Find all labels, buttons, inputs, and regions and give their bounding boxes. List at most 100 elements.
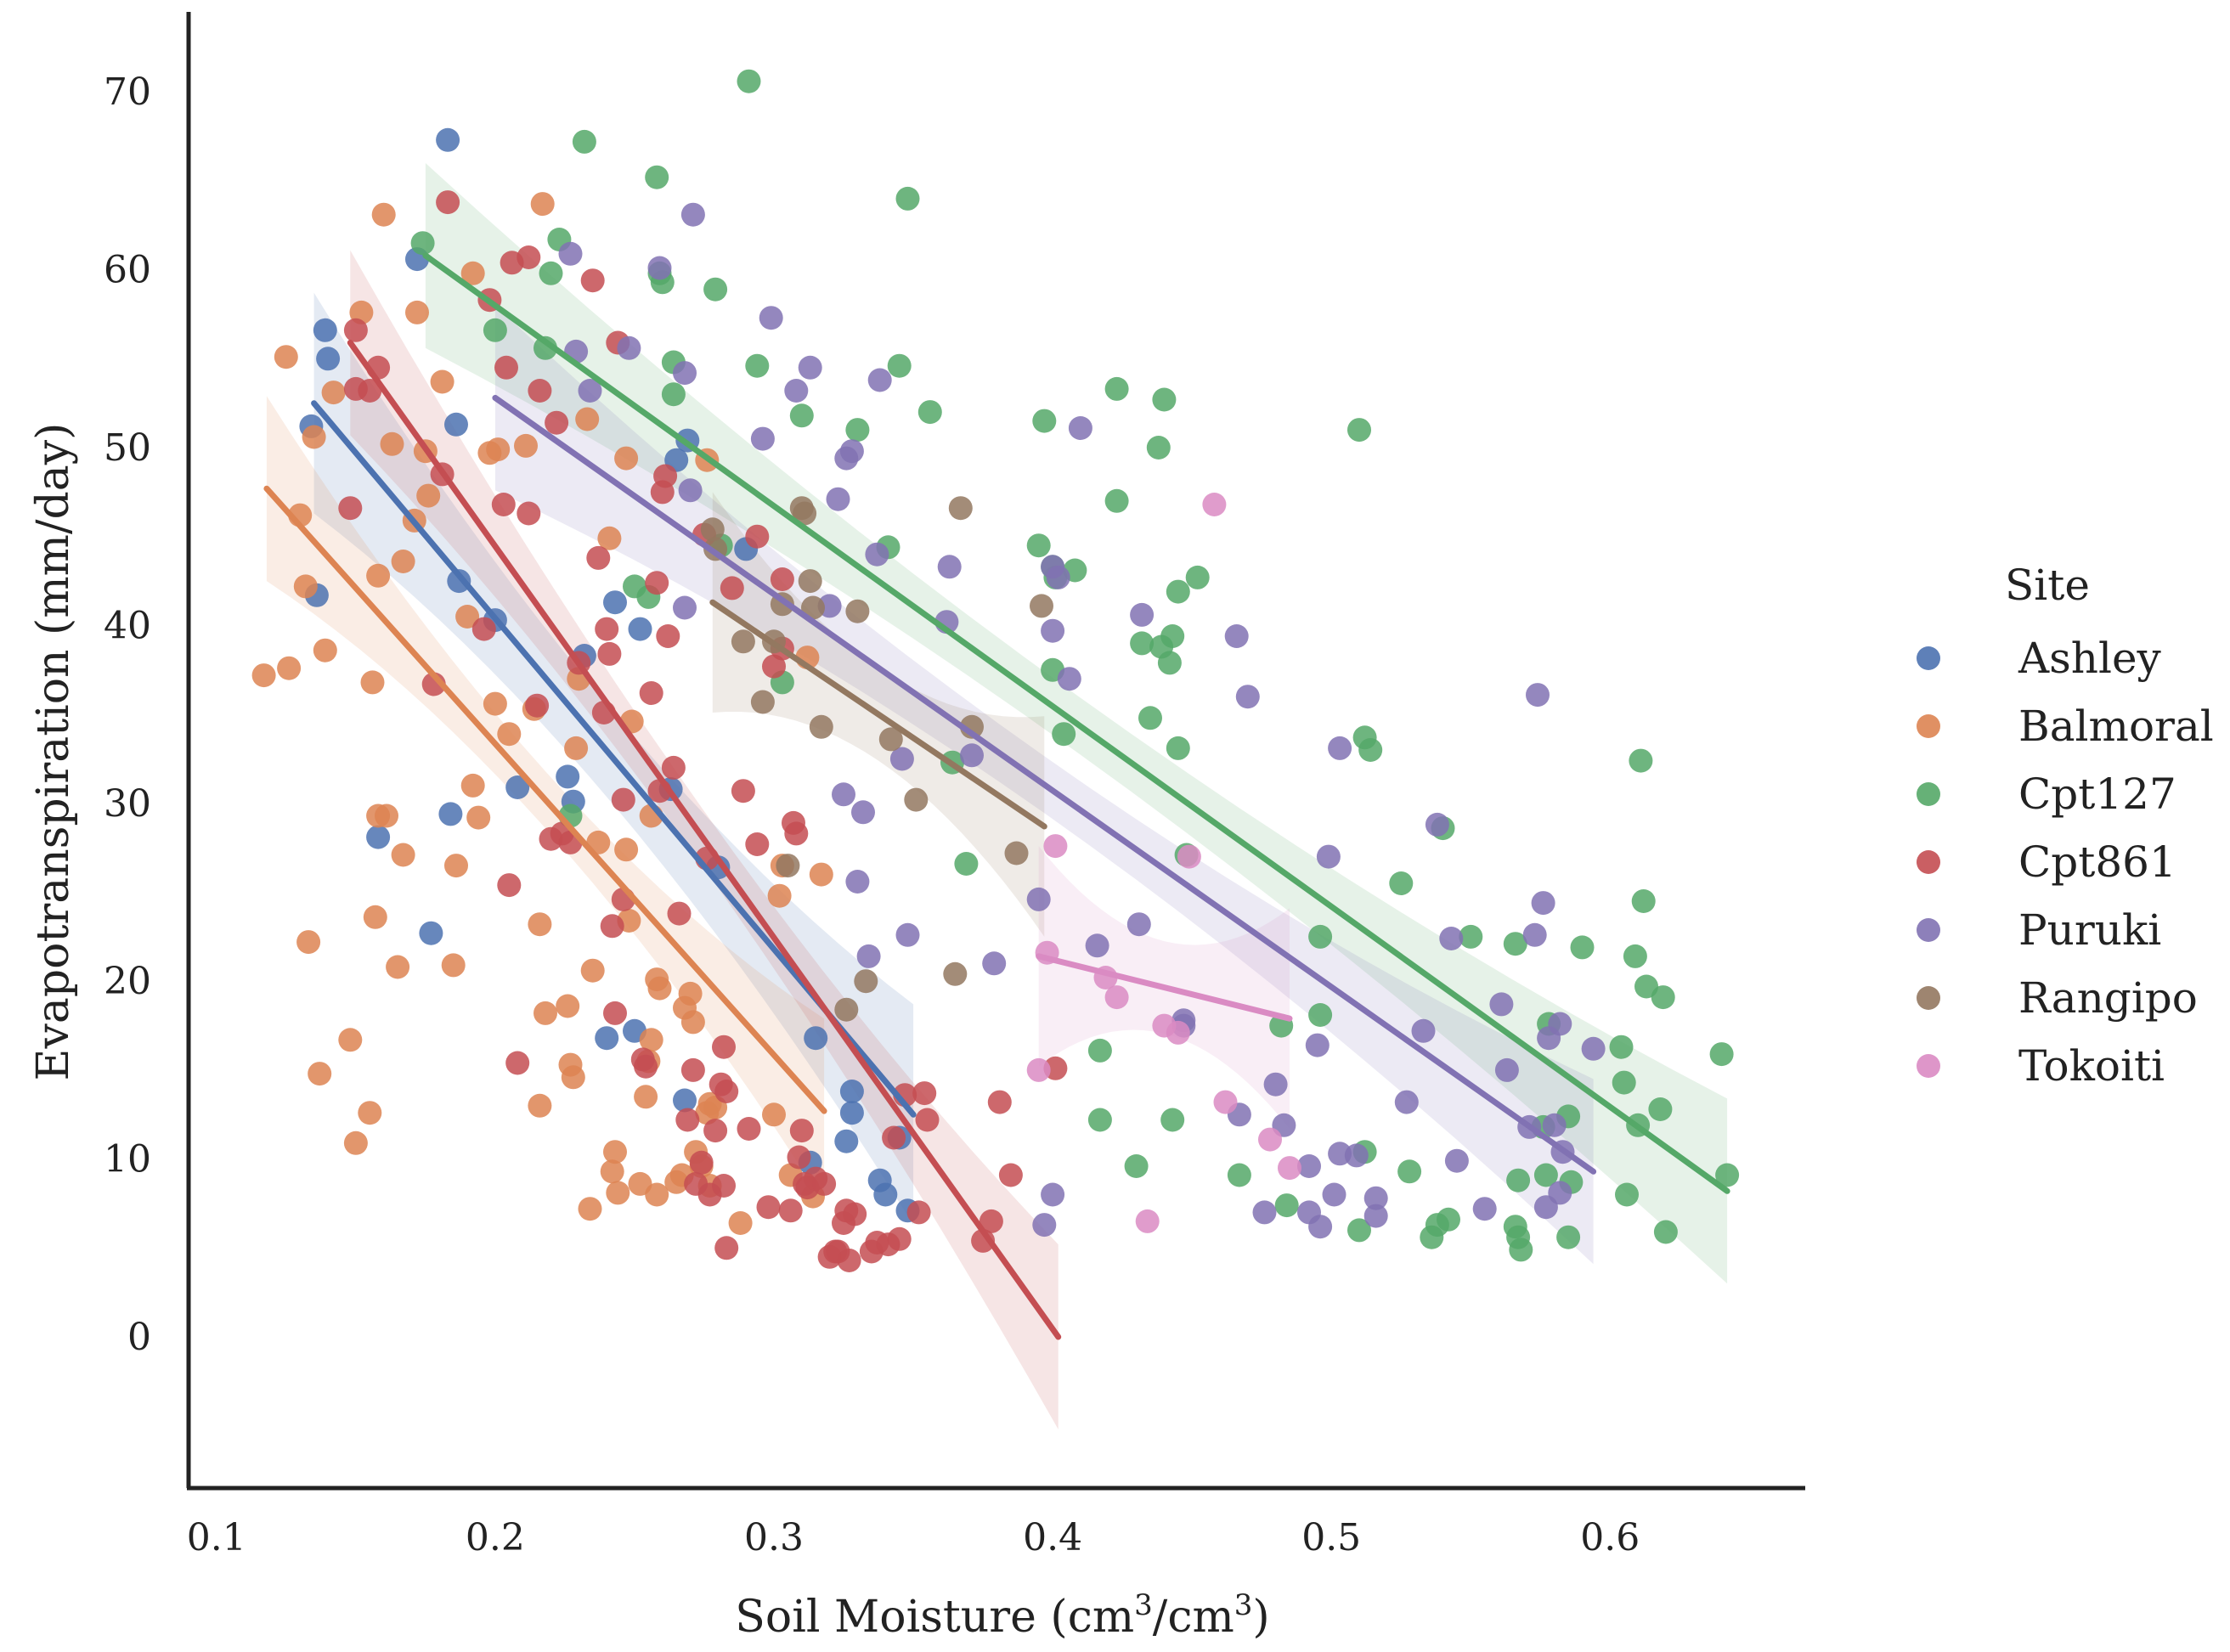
puruki-point xyxy=(1548,1181,1572,1205)
cpt127-point xyxy=(1185,565,1210,589)
cpt127-point xyxy=(1459,924,1483,949)
balmoral-point xyxy=(466,805,491,830)
balmoral-point xyxy=(597,526,622,550)
puruki-point xyxy=(1316,844,1341,869)
cpt861-point xyxy=(770,567,794,591)
legend-puruki-marker xyxy=(1917,918,1940,942)
puruki-point xyxy=(1328,736,1352,760)
puruki-point xyxy=(1263,1072,1288,1097)
cpt861-point xyxy=(998,1163,1023,1187)
cpt127-point xyxy=(1152,387,1177,412)
cpt127-point xyxy=(1166,736,1190,760)
puruki-point xyxy=(1531,891,1555,916)
cpt861-point xyxy=(528,379,552,403)
tokoiti-point xyxy=(1043,834,1068,859)
puruki-regression-line xyxy=(492,394,1597,1175)
balmoral-point xyxy=(460,261,485,285)
cpt861-point xyxy=(712,1174,736,1198)
rangipo-point xyxy=(948,496,973,521)
cpt861-point xyxy=(517,501,541,526)
puruki-point xyxy=(617,335,641,360)
cpt127-point xyxy=(1506,1168,1531,1192)
cpt127-point xyxy=(1308,1003,1333,1027)
cpt861-point xyxy=(338,496,363,521)
cpt127-point xyxy=(1609,1035,1634,1059)
balmoral-point xyxy=(343,1130,368,1155)
cpt861-point xyxy=(525,693,550,718)
cpt127-point xyxy=(1104,488,1129,513)
cpt861-point xyxy=(787,1145,811,1170)
puruki-point xyxy=(1394,1090,1419,1114)
cpt127-point xyxy=(1032,409,1057,433)
rangipo-point xyxy=(904,787,929,812)
rangipo-regression-line xyxy=(709,599,1047,830)
cpt861-point xyxy=(784,821,809,846)
cpt127-point xyxy=(917,400,942,425)
cpt861-point xyxy=(778,1198,803,1223)
cpt861-point xyxy=(436,190,460,215)
puruki-point xyxy=(1068,416,1092,440)
cpt127-point xyxy=(1651,985,1675,1010)
cpt127-point xyxy=(1570,935,1595,960)
balmoral-point xyxy=(639,1028,663,1052)
balmoral-point xyxy=(338,1028,363,1052)
axes xyxy=(186,12,1805,1491)
y-tick-labels: 0 10 20 30 40 50 60 70 xyxy=(104,70,151,1359)
balmoral-point xyxy=(534,1001,557,1025)
tokoiti-point xyxy=(1104,985,1129,1010)
balmoral-point xyxy=(416,483,441,508)
cpt861-point xyxy=(645,571,669,595)
balmoral-point xyxy=(603,1140,627,1164)
x-axis-label: Soil Moisture (cm3/cm3) xyxy=(735,1588,1269,1643)
balmoral-point xyxy=(647,976,672,1001)
puruki-point xyxy=(851,800,875,825)
puruki-point xyxy=(750,426,775,451)
balmoral-point xyxy=(391,843,415,867)
rangipo-point xyxy=(878,727,903,752)
ashley-point xyxy=(834,1129,859,1153)
balmoral-point xyxy=(444,854,468,878)
puruki-point xyxy=(1041,618,1065,643)
y-tick-label: 10 xyxy=(104,1138,151,1181)
cpt127-point xyxy=(1104,376,1129,401)
rangipo-point xyxy=(798,569,822,594)
cpt127-point xyxy=(1087,1038,1112,1063)
cpt861-point xyxy=(745,832,770,856)
cpt861-point xyxy=(595,617,619,641)
puruki-point xyxy=(1522,922,1547,947)
cpt861-point xyxy=(887,1226,912,1251)
cpt861-point xyxy=(586,545,611,570)
cpt861-point xyxy=(979,1209,1003,1233)
cpt861-point xyxy=(714,1080,739,1103)
balmoral-point xyxy=(251,663,276,688)
balmoral-point xyxy=(308,1062,332,1086)
cpt127-point xyxy=(1130,631,1155,656)
cpt861-point xyxy=(843,1202,867,1226)
cpt127-point xyxy=(1052,722,1076,747)
balmoral-point xyxy=(614,446,639,471)
cpt127-point xyxy=(1397,1159,1422,1184)
x-tick-label: 0.3 xyxy=(744,1516,804,1559)
puruki-point xyxy=(1581,1036,1606,1061)
cpt127-point xyxy=(954,852,979,876)
y-tick-label: 20 xyxy=(104,960,151,1003)
cpt861-point xyxy=(912,1081,937,1106)
tokoiti-point xyxy=(1258,1127,1282,1152)
cpt861-point xyxy=(491,493,516,516)
x-tick-label: 0.6 xyxy=(1580,1516,1640,1559)
legend-cpt861-marker xyxy=(1917,850,1940,874)
puruki-point xyxy=(856,944,881,968)
cpt861-point xyxy=(634,1054,658,1079)
puruki-point xyxy=(673,595,697,620)
balmoral-point xyxy=(296,930,321,955)
rangipo-point xyxy=(776,854,800,878)
x-tick-label: 0.2 xyxy=(466,1516,525,1559)
rangipo-point xyxy=(1030,594,1053,618)
balmoral-point xyxy=(460,773,485,798)
legend-title: Site xyxy=(2005,561,2090,610)
cpt861-point xyxy=(343,318,368,342)
tokoiti-point xyxy=(1202,493,1227,516)
y-tick-label: 30 xyxy=(104,782,151,826)
cpt127-point xyxy=(1503,932,1527,956)
